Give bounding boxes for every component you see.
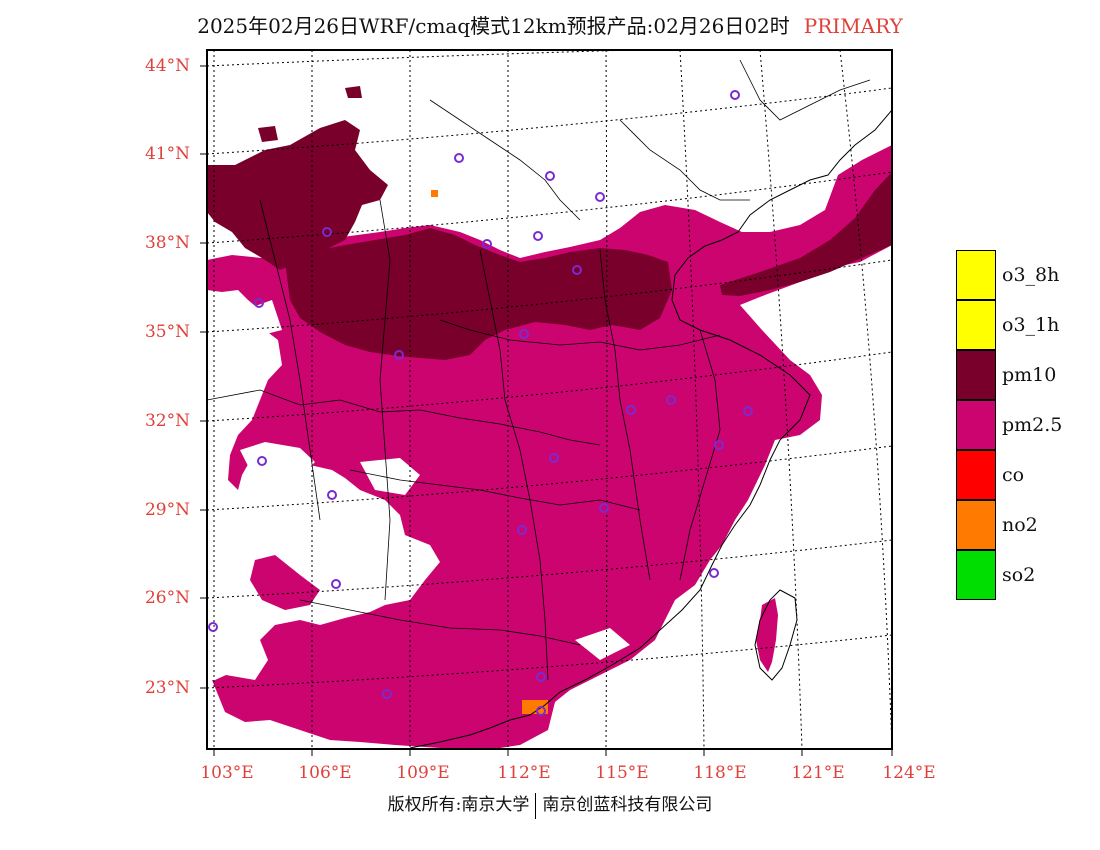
map-area (207, 50, 892, 749)
graticule (207, 50, 892, 749)
legend-label-pm10: pm10 (1002, 364, 1057, 386)
lat-label-44: 44°N (144, 56, 190, 76)
lat-label-23: 23°N (144, 678, 190, 698)
lat-label-38: 38°N (144, 233, 190, 253)
pm10-region-speck-1 (258, 126, 278, 142)
station-markers (208, 90, 753, 716)
coastline (409, 109, 892, 749)
clean-region-3 (292, 512, 345, 552)
no2-spot-north (431, 190, 438, 197)
lon-label-115: 115°E (595, 763, 649, 783)
legend-swatch-pm25 (956, 400, 996, 450)
legend-swatch-o3-1h (956, 300, 996, 350)
lat-label-26: 26°N (144, 588, 190, 608)
lat-label-35: 35°N (144, 322, 190, 342)
lon-label-103: 103°E (200, 763, 254, 783)
title-text: 2025年02月26日WRF/cmaq模式12km预报产品:02月26日02时 (197, 14, 790, 38)
copyright-right: 南京创蓝科技有限公司 (542, 795, 713, 815)
pm25-region-yunnan (250, 555, 320, 610)
clean-region-4 (575, 628, 630, 660)
map-title: 2025年02月26日WRF/cmaq模式12km预报产品:02月26日02时 P… (0, 10, 1100, 40)
clean-region-5 (250, 300, 282, 335)
legend-label-pm25: pm2.5 (1002, 414, 1063, 436)
province-borders (207, 59, 871, 681)
legend-swatch-so2 (956, 550, 996, 600)
clean-region-2 (360, 458, 420, 495)
lat-label-32: 32°N (144, 411, 190, 431)
clean-region-1 (240, 442, 315, 478)
taiwan-outline (754, 589, 798, 681)
lon-label-121: 121°E (791, 763, 845, 783)
lon-label-118: 118°E (693, 763, 747, 783)
primary-tag: PRIMARY (803, 14, 903, 38)
legend-swatch-no2 (956, 500, 996, 550)
lat-label-29: 29°N (144, 500, 190, 520)
pm10-region-liaodong (720, 172, 892, 296)
lon-label-109: 109°E (396, 763, 450, 783)
legend-swatch-o3-8h (956, 250, 996, 300)
pm25-region-south-strip (212, 680, 270, 722)
legend-swatch-co (956, 450, 996, 500)
copyright-footer: 版权所有:南京大学 南京创蓝科技有限公司 (0, 790, 1100, 819)
no2-spot-guangzhou (522, 700, 548, 714)
copyright-left: 版权所有:南京大学 (387, 795, 530, 815)
lon-label-124: 124°E (882, 763, 936, 783)
lon-label-112: 112°E (497, 763, 551, 783)
lat-label-41: 41°N (144, 144, 190, 164)
map-frame (206, 49, 893, 750)
legend-swatch-pm10 (956, 350, 996, 400)
footer-divider (535, 792, 537, 819)
legend-label-o3-1h: o3_1h (1002, 314, 1060, 336)
legend-label-so2: so2 (1002, 564, 1036, 586)
legend-label-co: co (1002, 464, 1025, 486)
lon-label-106: 106°E (298, 763, 352, 783)
legend-label-no2: no2 (1002, 514, 1038, 536)
pm10-region-north-plain (285, 228, 672, 360)
axis-ticks (200, 65, 893, 756)
pm10-region-speck-2 (345, 86, 362, 98)
legend-label-o3-8h: o3_8h (1002, 264, 1060, 286)
